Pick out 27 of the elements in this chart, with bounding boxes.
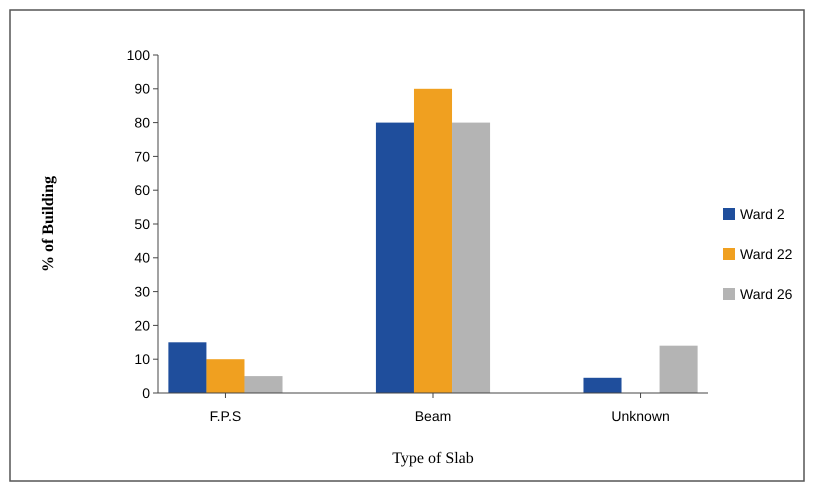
- y-tick-label: 90: [134, 80, 150, 97]
- y-tick-label: 0: [142, 384, 150, 401]
- bar: [376, 122, 414, 393]
- bar: [414, 88, 452, 393]
- bar: [244, 376, 283, 393]
- y-tick-label: 30: [134, 284, 150, 300]
- y-tick-label: 10: [134, 351, 150, 368]
- y-tick-label: 60: [134, 182, 150, 198]
- y-axis-title: % of Building: [40, 176, 57, 272]
- y-tick-label: 100: [126, 46, 150, 63]
- x-tick-label: F.P.S: [210, 408, 242, 424]
- bar: [583, 378, 622, 393]
- legend-label: Ward 22: [740, 246, 793, 262]
- y-tick-label: 80: [134, 114, 150, 130]
- bar: [168, 342, 206, 393]
- x-axis-title: Type of Slab: [392, 450, 474, 467]
- bar: [452, 122, 490, 393]
- y-tick-label: 50: [134, 216, 150, 232]
- legend-label: Ward 26: [740, 286, 793, 302]
- y-tick-label: 20: [134, 317, 150, 334]
- x-tick-label: Unknown: [611, 408, 670, 424]
- y-tick-label: 70: [134, 148, 150, 164]
- y-tick-label: 40: [134, 250, 150, 266]
- x-tick-label: Beam: [414, 408, 452, 424]
- bar: [206, 359, 244, 393]
- bar: [660, 346, 698, 393]
- legend-label: Ward 2: [740, 206, 785, 222]
